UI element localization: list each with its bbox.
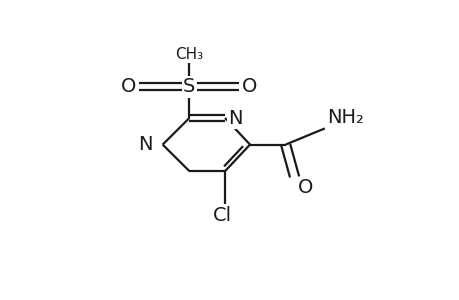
Text: O: O [121,77,136,96]
Text: N: N [138,135,152,154]
Text: NH₂: NH₂ [326,108,363,127]
Text: O: O [297,178,312,197]
Text: S: S [183,77,195,96]
Text: CH₃: CH₃ [175,47,203,62]
Text: Cl: Cl [212,206,231,225]
Text: N: N [228,109,243,128]
Text: O: O [241,77,257,96]
